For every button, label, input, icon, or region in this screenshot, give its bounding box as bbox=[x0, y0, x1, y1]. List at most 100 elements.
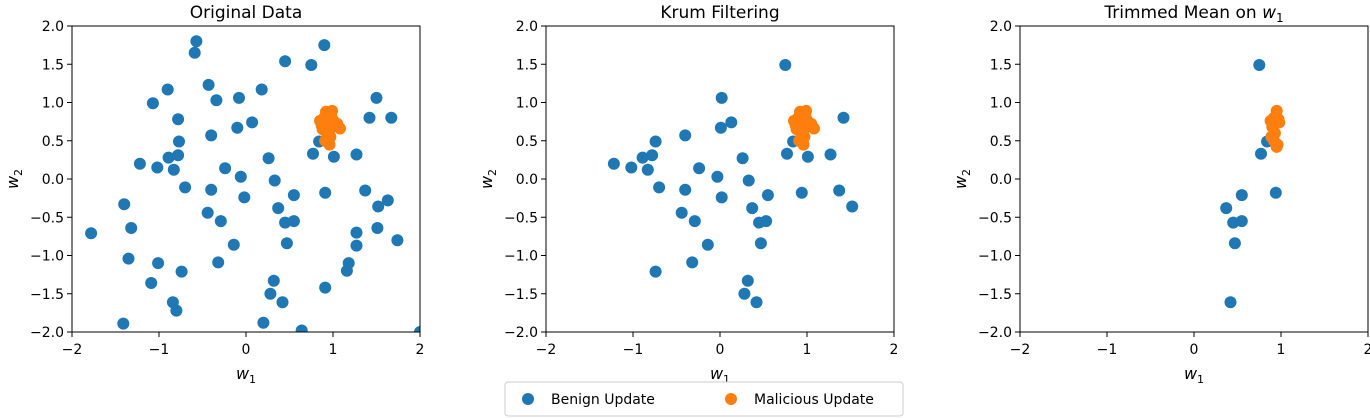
benign-point bbox=[1228, 237, 1241, 250]
benign-point bbox=[161, 83, 174, 96]
legend-malicious-marker bbox=[725, 393, 737, 405]
malicious-point bbox=[324, 122, 337, 135]
benign-point bbox=[715, 191, 728, 204]
benign-point bbox=[1224, 296, 1237, 309]
benign-point bbox=[711, 170, 724, 183]
benign-point bbox=[370, 91, 383, 104]
benign-point bbox=[837, 111, 850, 124]
x-tick-label: 0 bbox=[1190, 342, 1199, 358]
points bbox=[607, 59, 859, 309]
benign-point bbox=[234, 170, 247, 183]
benign-point bbox=[202, 78, 215, 91]
y-tick-label: 1.5 bbox=[516, 57, 538, 73]
benign-point bbox=[350, 148, 363, 161]
x-tick-label: 1 bbox=[329, 342, 338, 358]
x-tick-label: 1 bbox=[803, 342, 812, 358]
y-axis-label: w2 bbox=[951, 169, 973, 189]
benign-point bbox=[795, 186, 808, 199]
benign-point bbox=[846, 200, 859, 213]
benign-point bbox=[201, 206, 214, 219]
legend-frame bbox=[504, 381, 904, 417]
benign-point bbox=[741, 274, 754, 287]
benign-point bbox=[210, 94, 223, 107]
benign-point bbox=[319, 281, 332, 294]
benign-point bbox=[319, 186, 332, 199]
y-tick-label: −1.5 bbox=[30, 287, 64, 303]
panel-3: −2 −1 0 1 2 −2.0 −1.5 −1.0 −0.5 0.0 0.5 1.0 1.5 2.0 Tr… bbox=[951, 3, 1370, 386]
y-tick-label: −2.0 bbox=[504, 325, 538, 341]
y-axis-label: w2 bbox=[477, 169, 499, 189]
y-tick-label: 0.5 bbox=[990, 134, 1012, 150]
benign-point bbox=[653, 181, 666, 194]
x-tick-label: −1 bbox=[1097, 342, 1118, 358]
benign-point bbox=[688, 215, 701, 228]
y-tick-label: −1.5 bbox=[978, 287, 1012, 303]
benign-point bbox=[262, 152, 275, 165]
benign-point bbox=[736, 152, 749, 165]
legend-malicious-label: Malicious Update bbox=[754, 392, 874, 408]
malicious-point bbox=[797, 138, 810, 151]
benign-point bbox=[173, 135, 185, 148]
y-tick-label: 0.0 bbox=[516, 172, 538, 188]
benign-point bbox=[779, 59, 792, 71]
benign-point bbox=[824, 148, 837, 161]
malicious-point bbox=[800, 104, 813, 117]
chart-title: Krum Filtering bbox=[660, 3, 779, 23]
benign-point bbox=[327, 150, 340, 163]
benign-point bbox=[693, 162, 706, 175]
benign-point bbox=[118, 198, 131, 211]
benign-point bbox=[641, 163, 654, 176]
benign-point bbox=[287, 215, 300, 228]
y-tick-label: −0.5 bbox=[30, 210, 64, 226]
benign-point bbox=[231, 121, 244, 134]
x-tick-label: 0 bbox=[716, 342, 725, 358]
legend: Benign Update Malicious Update bbox=[504, 381, 904, 417]
malicious-point bbox=[323, 138, 336, 151]
benign-point bbox=[649, 265, 662, 278]
benign-point bbox=[170, 304, 183, 317]
y-tick-label: 0.5 bbox=[516, 134, 538, 150]
benign-point bbox=[267, 274, 280, 287]
benign-point bbox=[255, 83, 268, 96]
benign-point bbox=[205, 129, 218, 142]
benign-point bbox=[85, 227, 98, 240]
benign-point bbox=[381, 194, 394, 207]
benign-point bbox=[725, 116, 738, 129]
malicious-point bbox=[798, 122, 811, 135]
benign-point bbox=[385, 111, 398, 124]
benign-point bbox=[280, 237, 293, 250]
y-tick-label: −1.5 bbox=[504, 287, 538, 303]
benign-point bbox=[227, 238, 240, 251]
benign-point bbox=[257, 316, 270, 329]
benign-point bbox=[371, 222, 384, 234]
y-tick-label: −2.0 bbox=[978, 325, 1012, 341]
x-tick-label: 2 bbox=[890, 342, 899, 358]
benign-point bbox=[272, 202, 285, 215]
benign-point bbox=[146, 97, 159, 110]
benign-point bbox=[305, 59, 318, 71]
benign-point bbox=[372, 200, 385, 213]
plot-frame bbox=[1019, 25, 1369, 333]
benign-point bbox=[246, 116, 259, 129]
benign-point bbox=[750, 296, 763, 309]
x-tick-label: −2 bbox=[1010, 342, 1031, 358]
benign-point bbox=[167, 163, 180, 176]
y-tick-label: 1.5 bbox=[42, 57, 64, 73]
y-tick-label: 2.0 bbox=[516, 19, 538, 35]
x-axis-label: w1 bbox=[236, 364, 256, 386]
benign-point bbox=[212, 256, 225, 269]
benign-point bbox=[391, 234, 404, 247]
x-tick-label: −1 bbox=[149, 342, 170, 358]
benign-point bbox=[350, 226, 363, 239]
benign-point bbox=[359, 184, 372, 197]
x-tick-label: 2 bbox=[416, 342, 425, 358]
benign-point bbox=[760, 215, 773, 228]
benign-point bbox=[607, 157, 620, 170]
benign-point bbox=[1235, 189, 1248, 202]
benign-point bbox=[179, 181, 192, 194]
y-tick-label: −2.0 bbox=[30, 325, 64, 341]
benign-point bbox=[679, 129, 692, 142]
benign-point bbox=[145, 277, 158, 289]
benign-point bbox=[133, 157, 146, 170]
benign-point bbox=[701, 238, 714, 251]
